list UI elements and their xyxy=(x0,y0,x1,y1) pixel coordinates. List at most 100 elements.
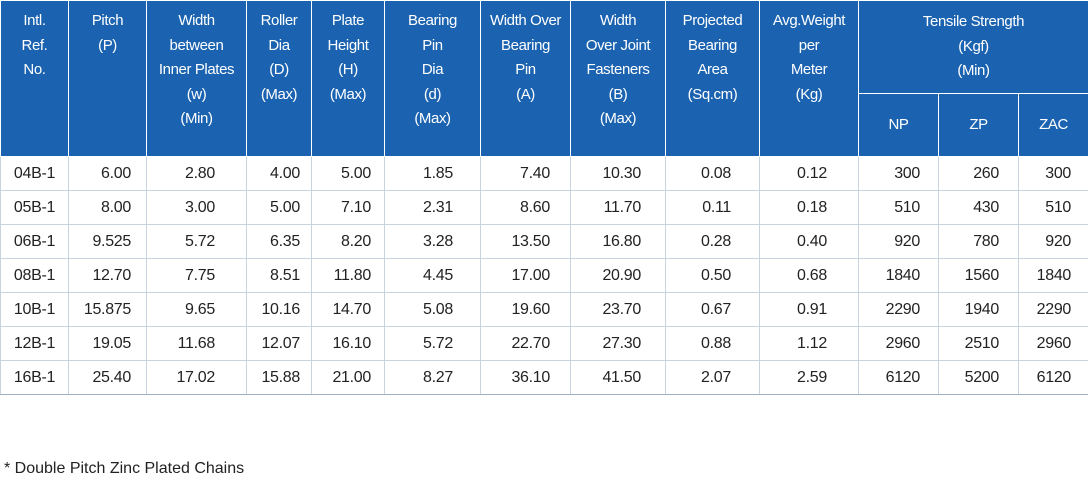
table-cell: 5.00 xyxy=(246,190,312,225)
table-cell: 2290 xyxy=(858,292,939,327)
subheader-row: NP ZP ZAC xyxy=(1,93,1088,157)
header-line: per xyxy=(798,36,820,54)
table-cell: 260 xyxy=(938,156,1019,191)
table-row: 12B-1 19.05 11.68 12.07 16.10 5.72 22.70 27.30 0… xyxy=(0,326,1088,361)
table-cell: 0.08 xyxy=(665,156,760,191)
header-line: (Max) xyxy=(329,85,367,103)
table-cell: 17.00 xyxy=(480,258,571,293)
table-cell: 10B-1 xyxy=(0,292,69,327)
header-line: Dia xyxy=(268,36,290,54)
header-line: Intl. xyxy=(23,12,46,29)
header-line: Bearing xyxy=(408,12,457,29)
header-line: Pitch xyxy=(91,12,124,29)
table-cell: 0.40 xyxy=(759,224,859,259)
table-cell: 41.50 xyxy=(570,360,666,395)
table-cell: 2.31 xyxy=(384,190,481,225)
column-header: Avg.Weight per Meter (Kg) xyxy=(759,0,859,157)
table-cell: 16.10 xyxy=(311,326,385,361)
header-line: Width Over xyxy=(489,12,561,29)
table-cell: 0.28 xyxy=(665,224,760,259)
header-line: Avg.Weight xyxy=(772,12,846,29)
table-row: 05B-1 8.00 3.00 5.00 7.10 2.31 8.60 11.70 0.11 0.… xyxy=(0,190,1088,225)
table-cell: 36.10 xyxy=(480,360,571,395)
table-cell: 2.07 xyxy=(665,360,760,395)
header-line: (Max) xyxy=(260,85,298,103)
table-cell: 19.60 xyxy=(480,292,571,327)
table-cell: 5.08 xyxy=(384,292,481,327)
table-cell: 4.00 xyxy=(246,156,312,191)
table-cell: 9.65 xyxy=(146,292,247,327)
table-cell: 2.80 xyxy=(146,156,247,191)
table-cell: 510 xyxy=(1017,190,1088,225)
column-header: Width Over Bearing Pin (A) xyxy=(480,0,571,157)
header-line: (Sq.cm) xyxy=(687,85,738,103)
table-cell: 1940 xyxy=(938,292,1019,327)
header-line: Plate xyxy=(331,12,365,29)
table-cell: 510 xyxy=(858,190,939,225)
table-row: 06B-1 9.525 5.72 6.35 8.20 3.28 13.50 16.80 0.28… xyxy=(0,224,1088,259)
header-line: Tensile Strength xyxy=(922,13,1025,31)
table-cell: 0.12 xyxy=(759,156,859,191)
header-row: Intl. Ref. No. Pitch (P) Width between Inner Pl… xyxy=(0,0,1088,157)
table-cell: 8.27 xyxy=(384,360,481,395)
table-cell: 6120 xyxy=(1017,360,1088,395)
table-cell: 12B-1 xyxy=(0,326,69,361)
table-cell: 1840 xyxy=(1017,258,1088,293)
table-cell: 15.88 xyxy=(246,360,312,395)
table-cell: 08B-1 xyxy=(0,258,69,293)
header-line: Width xyxy=(599,12,637,29)
table-cell: 5.72 xyxy=(146,224,247,259)
header-line: Bearing xyxy=(688,36,737,54)
header-line: Bearing xyxy=(501,36,550,54)
column-header: Width Over Joint Fasteners (B) (Max) xyxy=(570,0,666,157)
spec-table: Intl. Ref. No. Pitch (P) Width between Inner Pl… xyxy=(0,0,1088,395)
header-line: Width xyxy=(178,12,215,29)
header-line: (H) xyxy=(338,61,358,78)
header-line: Projected xyxy=(682,12,743,29)
table-row: 16B-1 25.40 17.02 15.88 21.00 8.27 36.10 41.50 2… xyxy=(0,360,1088,395)
table-row: 04B-1 6.00 2.80 4.00 5.00 1.85 7.40 10.30 0.08 0.… xyxy=(0,156,1088,191)
header-line: (Max) xyxy=(599,110,637,127)
header-line: Inner Plates xyxy=(158,61,235,78)
header-line: Over Joint xyxy=(585,36,651,54)
header-line: (A) xyxy=(516,85,535,103)
header-line: (Min) xyxy=(957,62,990,80)
table-cell: 11.80 xyxy=(311,258,385,293)
table-row: 10B-1 15.875 9.65 10.16 14.70 5.08 19.60 23.70 0… xyxy=(0,292,1088,327)
table-cell: 7.40 xyxy=(480,156,571,191)
table-cell: 0.67 xyxy=(665,292,760,327)
table-cell: 27.30 xyxy=(570,326,666,361)
header-line: No. xyxy=(23,61,46,78)
table-cell: 0.91 xyxy=(759,292,859,327)
table-cell: 5.00 xyxy=(311,156,385,191)
header-line: Pin xyxy=(422,36,443,54)
table-cell: 780 xyxy=(938,224,1019,259)
table-cell: 16.80 xyxy=(570,224,666,259)
footnote: * Double Pitch Zinc Plated Chains xyxy=(4,460,245,477)
subheader: ZP xyxy=(938,93,1019,157)
header-line: between xyxy=(169,36,224,54)
header-line: Meter xyxy=(790,61,828,78)
table-cell: 0.68 xyxy=(759,258,859,293)
header-line: (D) xyxy=(269,61,289,78)
table-cell: 8.51 xyxy=(246,258,312,293)
table-cell: 7.75 xyxy=(146,258,247,293)
subheader: ZAC xyxy=(1017,93,1088,157)
table-cell: 14.70 xyxy=(311,292,385,327)
table-cell: 1560 xyxy=(938,258,1019,293)
table-cell: 6120 xyxy=(858,360,939,395)
table-cell: 920 xyxy=(1017,224,1088,259)
table-cell: 22.70 xyxy=(480,326,571,361)
table-cell: 9.525 xyxy=(68,224,147,259)
table-cell: 0.50 xyxy=(665,258,760,293)
table-cell: 0.11 xyxy=(665,190,760,225)
table-cell: 12.07 xyxy=(246,326,312,361)
header-line: (Max) xyxy=(414,110,451,127)
table-cell: 2510 xyxy=(938,326,1019,361)
table-cell: 3.00 xyxy=(146,190,247,225)
table-cell: 1840 xyxy=(858,258,939,293)
table-cell: 12.70 xyxy=(68,258,147,293)
column-header: Pitch (P) xyxy=(68,0,147,157)
header-line: Height xyxy=(327,36,369,54)
